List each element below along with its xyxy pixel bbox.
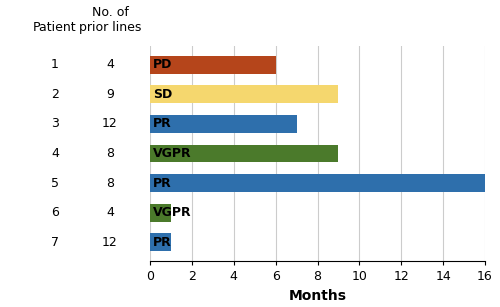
- Text: 6: 6: [51, 206, 59, 219]
- Text: 4: 4: [106, 58, 114, 71]
- Bar: [150, 145, 338, 162]
- Text: 9: 9: [106, 88, 114, 101]
- Text: 7: 7: [51, 236, 59, 249]
- Text: No. of
prior lines: No. of prior lines: [79, 6, 141, 34]
- Text: 3: 3: [51, 117, 59, 130]
- Bar: [150, 85, 338, 103]
- Text: 12: 12: [102, 117, 118, 130]
- X-axis label: Months: Months: [288, 289, 346, 302]
- Text: 1: 1: [51, 58, 59, 71]
- Text: PR: PR: [153, 117, 172, 130]
- Text: 5: 5: [51, 177, 59, 190]
- Text: PR: PR: [153, 236, 172, 249]
- Text: 8: 8: [106, 177, 114, 190]
- Text: 8: 8: [106, 147, 114, 160]
- Text: VGPR: VGPR: [153, 206, 192, 219]
- Text: 12: 12: [102, 236, 118, 249]
- Text: PD: PD: [153, 58, 172, 71]
- Bar: [150, 233, 171, 251]
- Text: 4: 4: [106, 206, 114, 219]
- Text: 4: 4: [51, 147, 59, 160]
- Text: Patient: Patient: [33, 21, 77, 34]
- Bar: [150, 115, 296, 133]
- Text: PR: PR: [153, 177, 172, 190]
- Text: SD: SD: [153, 88, 172, 101]
- Bar: [150, 56, 276, 74]
- Text: VGPR: VGPR: [153, 147, 192, 160]
- Text: 2: 2: [51, 88, 59, 101]
- Bar: [150, 174, 485, 192]
- Bar: [150, 204, 171, 222]
